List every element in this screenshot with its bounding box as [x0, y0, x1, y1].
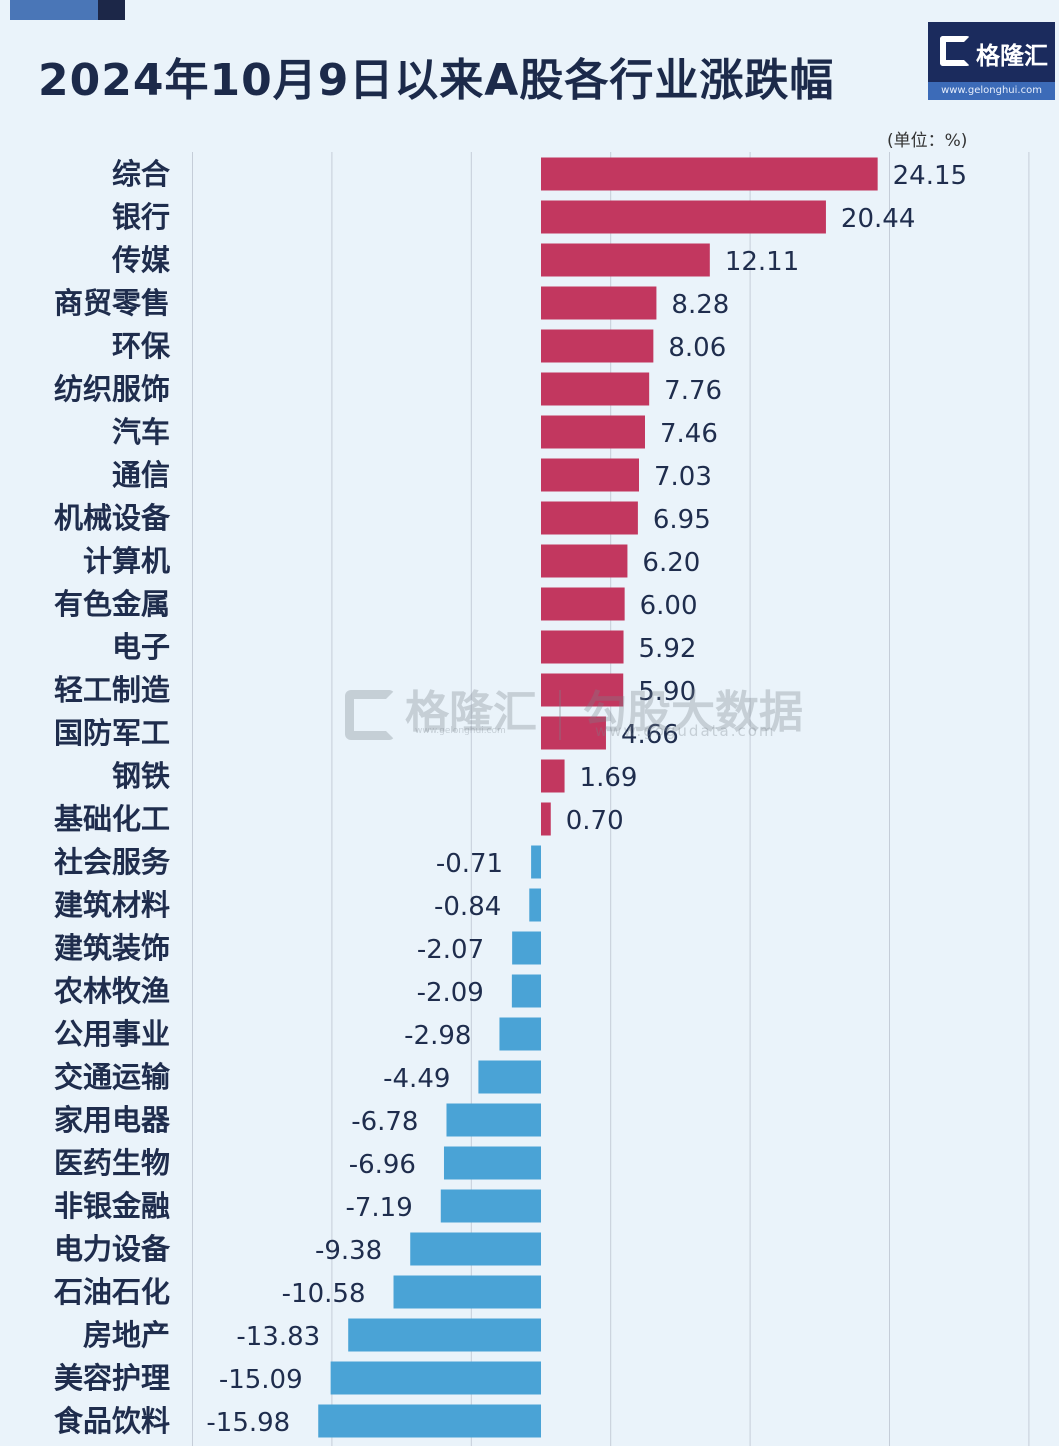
- category-label: 综合: [112, 157, 170, 191]
- bar: [541, 716, 606, 750]
- bar: [499, 1017, 541, 1051]
- bar: [529, 888, 541, 922]
- bar: [541, 673, 624, 707]
- category-label: 非银金融: [54, 1189, 170, 1223]
- value-label: 1.69: [580, 763, 638, 793]
- value-label: -2.07: [417, 935, 484, 965]
- value-label: -6.78: [351, 1107, 418, 1137]
- brand-logo: 格隆汇 www.gelonghui.com: [928, 22, 1055, 100]
- value-label: -2.98: [404, 1021, 471, 1051]
- logo-mark-icon: [940, 36, 970, 66]
- bar: [393, 1275, 541, 1309]
- category-label: 电子: [112, 630, 170, 664]
- bar: [531, 845, 541, 879]
- top-accent-block: [98, 0, 125, 20]
- value-label: 8.06: [668, 333, 726, 363]
- logo-brand-text: 格隆汇: [976, 42, 1048, 70]
- category-label: 美容护理: [54, 1361, 170, 1395]
- category-label: 食品饮料: [54, 1404, 170, 1438]
- bar: [348, 1318, 541, 1352]
- bar: [318, 1404, 541, 1438]
- value-label: -13.83: [236, 1322, 320, 1352]
- bar: [443, 1146, 541, 1180]
- category-label: 通信: [112, 458, 170, 492]
- category-label: 银行: [112, 200, 170, 234]
- category-label: 建筑装饰: [54, 931, 170, 965]
- bar: [541, 329, 654, 363]
- value-label: 24.15: [893, 161, 967, 191]
- bar: [541, 372, 650, 406]
- bar: [541, 458, 639, 492]
- category-label: 环保: [112, 329, 171, 363]
- category-label: 石油石化: [53, 1275, 170, 1309]
- category-label: 社会服务: [54, 845, 170, 879]
- value-label: -15.09: [219, 1365, 303, 1395]
- category-label: 基础化工: [54, 802, 170, 836]
- bar: [330, 1361, 541, 1395]
- value-label: -0.71: [436, 849, 503, 879]
- category-label: 机械设备: [54, 501, 171, 535]
- category-label: 钢铁: [112, 759, 170, 793]
- bar: [541, 200, 826, 234]
- category-label: 计算机: [83, 544, 170, 578]
- category-label: 轻工制造: [54, 673, 170, 707]
- value-label: -15.98: [206, 1408, 290, 1438]
- bar: [446, 1103, 541, 1137]
- category-label: 国防军工: [54, 716, 170, 750]
- category-label: 有色金属: [54, 587, 170, 621]
- bar: [541, 544, 628, 578]
- value-label: 4.66: [621, 720, 679, 750]
- bar: [541, 415, 645, 449]
- value-label: -4.49: [383, 1064, 450, 1094]
- bar: [511, 974, 541, 1008]
- value-label: -0.84: [434, 892, 501, 922]
- value-label: 5.90: [638, 677, 696, 707]
- value-label: -10.58: [282, 1279, 366, 1309]
- bar: [541, 501, 638, 535]
- bar: [541, 802, 551, 836]
- category-label: 交通运输: [54, 1060, 171, 1094]
- bar: [541, 157, 878, 191]
- bar: [541, 243, 710, 277]
- category-label: 传媒: [111, 243, 171, 277]
- bar: [541, 759, 565, 793]
- value-label: 12.11: [725, 247, 799, 277]
- value-label: 7.76: [664, 376, 722, 406]
- bar: [512, 931, 541, 965]
- value-label: 6.95: [653, 505, 711, 535]
- top-accent-bar: [10, 0, 98, 20]
- value-label: 7.46: [660, 419, 718, 449]
- value-label: 6.20: [642, 548, 700, 578]
- category-label: 家用电器: [54, 1103, 171, 1137]
- category-label: 医药生物: [54, 1146, 170, 1180]
- category-label: 公用事业: [54, 1017, 170, 1051]
- value-label: -7.19: [345, 1193, 412, 1223]
- value-label: -6.96: [349, 1150, 416, 1180]
- value-label: 8.28: [671, 290, 729, 320]
- bar: [440, 1189, 541, 1223]
- bar: [541, 286, 657, 320]
- category-label: 农林牧渔: [53, 974, 170, 1008]
- bar: [541, 587, 625, 621]
- value-label: 20.44: [841, 204, 915, 234]
- category-label: 商贸零售: [54, 286, 170, 320]
- value-label: 5.92: [639, 634, 697, 664]
- unit-label: (单位：%): [887, 131, 968, 151]
- bar: [541, 630, 624, 664]
- bar: [478, 1060, 541, 1094]
- logo-url-text: www.gelonghui.com: [928, 82, 1055, 100]
- value-label: -9.38: [315, 1236, 382, 1266]
- value-label: 0.70: [566, 806, 624, 836]
- bar: [410, 1232, 541, 1266]
- category-label: 房地产: [83, 1318, 170, 1352]
- category-label: 建筑材料: [54, 888, 170, 922]
- value-label: 6.00: [640, 591, 698, 621]
- category-label: 电力设备: [54, 1232, 171, 1266]
- chart-title: 2024年10月9日以来A股各行业涨跌幅: [38, 55, 835, 106]
- category-label: 汽车: [112, 415, 170, 449]
- category-label: 纺织服饰: [54, 372, 170, 406]
- value-label: 7.03: [654, 462, 712, 492]
- value-label: -2.09: [417, 978, 484, 1008]
